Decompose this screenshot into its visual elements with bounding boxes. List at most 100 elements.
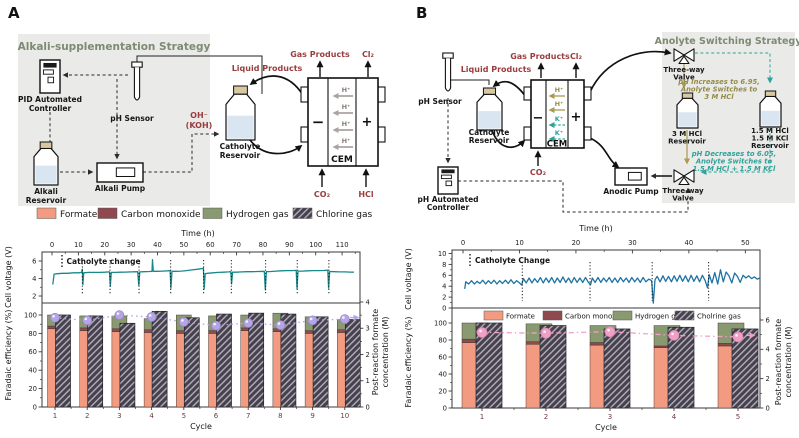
cycle-axis-title: Cycle (190, 422, 212, 431)
legend-swatch-cl2 (292, 207, 313, 219)
svg-text:8: 8 (442, 261, 446, 269)
voltage-axis-title: Cell voltage (V) (404, 248, 413, 310)
svg-text:0: 0 (50, 241, 54, 249)
cl2-label: Cl₂ (570, 52, 583, 61)
cathode-sign: − (312, 113, 325, 131)
strategy-title: Anolyte Switching Strategy (655, 36, 799, 47)
panel-b-label: B (416, 4, 427, 22)
catholyte-reservoir-label2: Reservoir (469, 136, 510, 145)
h-ion-label: H⁺ (555, 100, 564, 108)
legend-swatch-co (542, 310, 563, 321)
svg-text:6: 6 (442, 272, 446, 280)
legend-label-co: Carbon monoxide (121, 210, 201, 220)
svg-text:2: 2 (766, 375, 770, 383)
svg-text:60: 60 (206, 241, 215, 249)
svg-text:4: 4 (672, 413, 677, 421)
panel-a: A Alkali-supplementation Strategy (4, 4, 390, 431)
fe-axis-title: Faradaic efficiency (%) (404, 317, 413, 408)
ph-decrease-note3: 1.5 M HCl + 1.5 M KCl (693, 165, 776, 173)
catholyte-reservoir-label: Catholyte (469, 128, 510, 137)
cycle-axis-title: Cycle (595, 423, 617, 432)
svg-text:2: 2 (85, 412, 89, 420)
k-ion-label: K⁺ (555, 129, 563, 137)
legend-swatch-formate (483, 310, 504, 321)
cell-port (583, 86, 592, 101)
time-axis-title: Time (h) (578, 224, 612, 233)
svg-text:3: 3 (117, 412, 121, 420)
co2-label: CO₂ (530, 168, 547, 177)
ion-flux-arrows (548, 93, 565, 142)
alkali-reservoir-label: Alkali (34, 187, 58, 196)
catholyte-change-annotation: Catholyte change (67, 257, 141, 266)
svg-text:10: 10 (340, 412, 349, 420)
valve-to-mix-dashed (695, 52, 773, 84)
fe-axis-title: Faradaic efficiency (%) (4, 310, 13, 401)
svg-text:6: 6 (766, 316, 770, 324)
cl2-label: Cl₂ (362, 50, 375, 59)
catholyte-change-annotation: Catholyte Change (475, 256, 550, 265)
svg-text:7: 7 (246, 412, 250, 420)
pid-controller-label: PID Automated (18, 95, 82, 104)
oh-label: OH⁻ (190, 111, 208, 120)
svg-text:40: 40 (685, 239, 694, 247)
ph-controller-label2: Controller (427, 203, 470, 212)
svg-text:100: 100 (24, 311, 37, 319)
legend-label-cl2: Cholrine gas (697, 313, 741, 321)
svg-text:20: 20 (28, 385, 37, 393)
anodic-pump-label: Anodic Pump (603, 187, 659, 196)
pid-controller-label2: Controller (29, 104, 72, 113)
h-ion-label: H⁺ (342, 137, 351, 145)
svg-text:0: 0 (443, 404, 447, 412)
svg-text:0: 0 (461, 239, 465, 247)
svg-text:5: 5 (182, 412, 186, 420)
svg-text:0: 0 (33, 403, 37, 411)
ph-controller-label: pH Automated (417, 195, 478, 204)
legend-b: Formate Carbon monoxide Hydrogen gas Cho… (483, 310, 741, 321)
mix-reservoir-label2: 1.5 M KCl (752, 135, 789, 143)
panel-a-canvas: A Alkali-supplementation Strategy (4, 4, 390, 431)
svg-text:10: 10 (74, 241, 83, 249)
svg-text:6: 6 (32, 257, 36, 265)
electrolyzer-cell: H⁺ H⁺ H⁺ H⁺ − + CEM (300, 77, 386, 167)
svg-text:20: 20 (572, 239, 581, 247)
legend-swatch-co (97, 207, 118, 219)
hcl3-reservoir-label: 3 M HCl (672, 130, 702, 138)
svg-text:80: 80 (259, 241, 268, 249)
svg-text:80: 80 (28, 330, 37, 338)
ph-increase-note: pH Increases to 6.95, (677, 78, 760, 86)
svg-text:60: 60 (438, 353, 447, 361)
catholyte-reservoir-label2: Reservoir (220, 151, 261, 160)
h-ion-label: H⁺ (342, 103, 351, 111)
connections (49, 55, 304, 175)
svg-text:4: 4 (766, 346, 770, 354)
conc-axis-title-1: Post-reaction formate (371, 309, 380, 396)
svg-text:8: 8 (278, 412, 282, 420)
cell-port (523, 86, 532, 101)
liquid-products-label: Liquid Products (232, 64, 303, 73)
ph-increase-note3: 3 M HCl (704, 93, 734, 101)
cell-port (583, 126, 592, 141)
valve-top-label: Three-way (663, 66, 705, 74)
ph-increase-note2: Anolyte Switches to (680, 86, 758, 94)
svg-text:0: 0 (366, 403, 370, 411)
svg-text:2: 2 (366, 351, 370, 359)
legend-label-formate: Formate (506, 313, 535, 321)
svg-text:40: 40 (28, 367, 37, 375)
alkali-reservoir-label2: Reservoir (26, 196, 67, 205)
anode-sign: + (571, 110, 582, 125)
svg-text:30: 30 (628, 239, 637, 247)
legend-label-cl2: Chlorine gas (316, 210, 373, 220)
svg-text:100: 100 (309, 241, 322, 249)
svg-text:6: 6 (214, 412, 219, 420)
svg-text:20: 20 (100, 241, 109, 249)
voltage-chart-a: 0 10 20 30 40 50 60 70 80 90 100 110 2 4 6 (32, 241, 361, 304)
catholyte-reservoir-label: Catholyte (220, 142, 261, 151)
ph-sensor-label: pH Sensor (110, 114, 154, 123)
gas-products-label: Gas Products (510, 52, 570, 61)
voltage-axis-title: Cell voltage (V) (4, 246, 13, 308)
svg-text:0: 0 (442, 304, 446, 312)
conc-axis-title-1: Post-reaction formate (774, 319, 783, 406)
cell-port (377, 126, 386, 143)
svg-text:50: 50 (741, 239, 750, 247)
